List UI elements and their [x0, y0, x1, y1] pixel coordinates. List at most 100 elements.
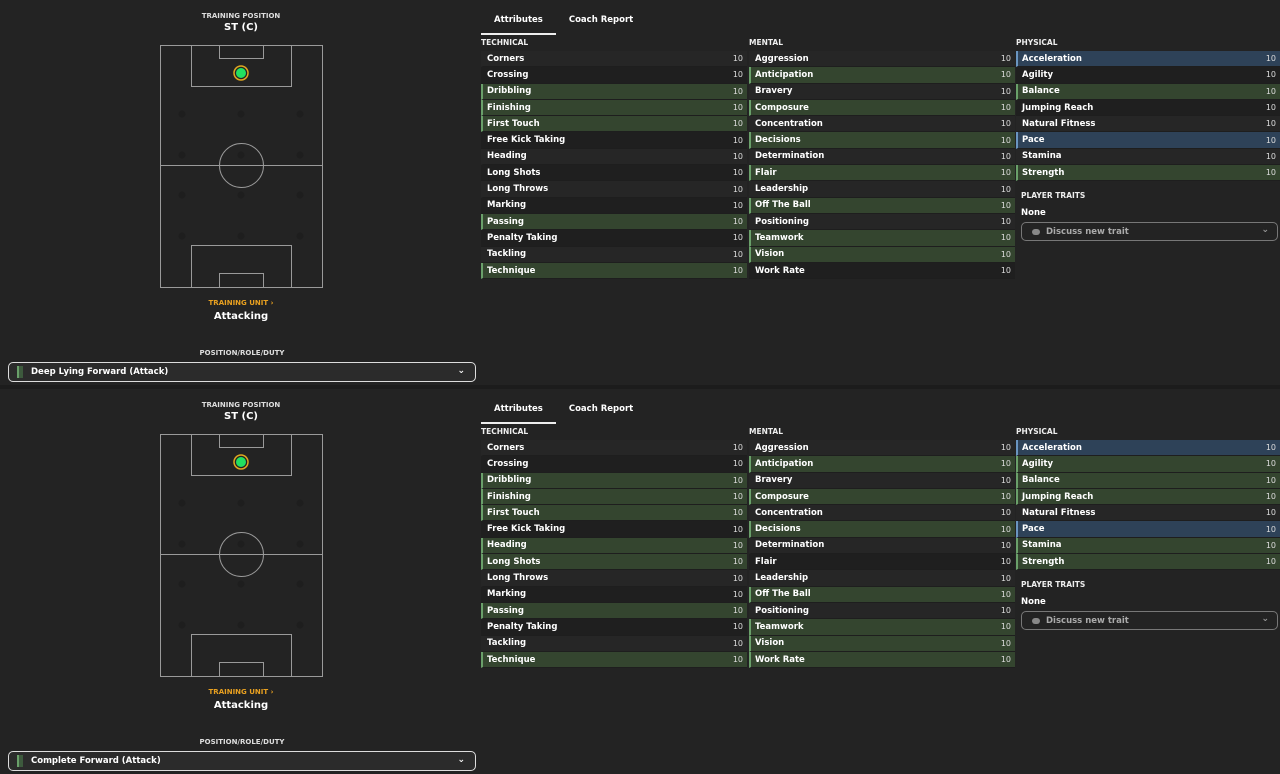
attribute-row[interactable]: Crossing 10 — [481, 67, 747, 84]
attribute-row[interactable]: Long Throws 10 — [481, 181, 747, 198]
position-slot[interactable] — [237, 232, 245, 240]
attribute-row[interactable]: Tackling 10 — [481, 635, 747, 652]
attribute-row[interactable]: Jumping Reach 10 — [1016, 99, 1280, 117]
attribute-row[interactable]: Jumping Reach 10 — [1016, 488, 1280, 506]
attribute-row[interactable]: Dribbling 10 — [481, 472, 747, 489]
attribute-row[interactable]: Pace 10 — [1016, 132, 1280, 149]
position-slot[interactable] — [296, 580, 304, 588]
attribute-row[interactable]: Pace 10 — [1016, 521, 1280, 538]
attribute-row[interactable]: Strength 10 — [1016, 165, 1280, 182]
attribute-row[interactable]: Penalty Taking 10 — [481, 619, 747, 636]
position-slot[interactable] — [237, 151, 245, 159]
position-slot[interactable] — [178, 110, 186, 118]
position-slot[interactable] — [237, 540, 245, 548]
attribute-row[interactable]: Concentration 10 — [749, 116, 1015, 133]
attribute-row[interactable]: Agility 10 — [1016, 456, 1280, 473]
role-dropdown[interactable]: Deep Lying Forward (Attack) ⌄ — [8, 362, 476, 382]
attribute-row[interactable]: Determination 10 — [749, 537, 1015, 555]
attribute-row[interactable]: Teamwork 10 — [749, 619, 1015, 636]
attribute-row[interactable]: First Touch 10 — [481, 116, 747, 133]
attribute-row[interactable]: Passing 10 — [481, 213, 747, 231]
position-slot[interactable] — [296, 540, 304, 548]
attribute-row[interactable]: Acceleration 10 — [1016, 440, 1280, 457]
attribute-row[interactable]: Decisions 10 — [749, 132, 1015, 149]
attribute-row[interactable]: Positioning 10 — [749, 213, 1015, 231]
attribute-row[interactable]: Vision 10 — [749, 635, 1015, 652]
position-slot[interactable] — [178, 499, 186, 507]
attribute-row[interactable]: Positioning 10 — [749, 602, 1015, 620]
attribute-row[interactable]: Off The Ball 10 — [749, 197, 1015, 214]
attribute-row[interactable]: Composure 10 — [749, 99, 1015, 117]
attribute-row[interactable]: Flair 10 — [749, 165, 1015, 182]
attribute-row[interactable]: Agility 10 — [1016, 67, 1280, 84]
attribute-row[interactable]: Natural Fitness 10 — [1016, 116, 1280, 133]
tab-attributes[interactable]: Attributes — [481, 8, 556, 35]
attribute-row[interactable]: Anticipation 10 — [749, 67, 1015, 84]
attribute-row[interactable]: Off The Ball 10 — [749, 586, 1015, 603]
attribute-row[interactable]: Flair 10 — [749, 554, 1015, 571]
tab-attributes[interactable]: Attributes — [481, 397, 556, 424]
attribute-row[interactable]: Balance 10 — [1016, 472, 1280, 489]
attribute-row[interactable]: Long Shots 10 — [481, 165, 747, 182]
position-slot[interactable] — [178, 232, 186, 240]
position-slot[interactable] — [296, 499, 304, 507]
attribute-row[interactable]: Marking 10 — [481, 197, 747, 214]
discuss-trait-dropdown[interactable]: Discuss new trait ⌄ — [1021, 222, 1278, 242]
attribute-row[interactable]: Decisions 10 — [749, 521, 1015, 538]
attribute-row[interactable]: Bravery 10 — [749, 472, 1015, 489]
position-slot[interactable] — [178, 621, 186, 629]
position-slot[interactable] — [296, 621, 304, 629]
attribute-row[interactable]: Long Shots 10 — [481, 554, 747, 571]
attribute-row[interactable]: First Touch 10 — [481, 505, 747, 522]
attribute-row[interactable]: Aggression 10 — [749, 440, 1015, 457]
attribute-row[interactable]: Anticipation 10 — [749, 456, 1015, 473]
role-dropdown[interactable]: Complete Forward (Attack) ⌄ — [8, 751, 476, 771]
attribute-row[interactable]: Corners 10 — [481, 51, 747, 68]
position-slot[interactable] — [237, 191, 245, 199]
selected-position-marker[interactable] — [236, 457, 246, 467]
position-slot[interactable] — [296, 232, 304, 240]
discuss-trait-dropdown[interactable]: Discuss new trait ⌄ — [1021, 611, 1278, 631]
attribute-row[interactable]: Penalty Taking 10 — [481, 230, 747, 247]
position-slot[interactable] — [237, 621, 245, 629]
attribute-row[interactable]: Bravery 10 — [749, 83, 1015, 100]
attribute-row[interactable]: Stamina 10 — [1016, 537, 1280, 555]
attribute-row[interactable]: Composure 10 — [749, 488, 1015, 506]
attribute-row[interactable]: Acceleration 10 — [1016, 51, 1280, 68]
position-slot[interactable] — [178, 151, 186, 159]
position-slot[interactable] — [237, 110, 245, 118]
attribute-row[interactable]: Technique 10 — [481, 651, 747, 669]
attribute-row[interactable]: Crossing 10 — [481, 456, 747, 473]
attribute-row[interactable]: Leadership 10 — [749, 570, 1015, 587]
attribute-row[interactable]: Marking 10 — [481, 586, 747, 603]
training-unit-link[interactable]: TRAINING UNIT › — [208, 299, 274, 307]
attribute-row[interactable]: Finishing 10 — [481, 99, 747, 117]
attribute-row[interactable]: Work Rate 10 — [749, 262, 1015, 280]
position-slot[interactable] — [178, 580, 186, 588]
position-slot[interactable] — [296, 191, 304, 199]
attribute-row[interactable]: Determination 10 — [749, 148, 1015, 166]
attribute-row[interactable]: Balance 10 — [1016, 83, 1280, 100]
attribute-row[interactable]: Stamina 10 — [1016, 148, 1280, 166]
attribute-row[interactable]: Vision 10 — [749, 246, 1015, 263]
attribute-row[interactable]: Work Rate 10 — [749, 651, 1015, 669]
attribute-row[interactable]: Concentration 10 — [749, 505, 1015, 522]
position-slot[interactable] — [296, 151, 304, 159]
position-slot[interactable] — [178, 540, 186, 548]
position-slot[interactable] — [237, 580, 245, 588]
position-slot[interactable] — [237, 499, 245, 507]
selected-position-marker[interactable] — [236, 68, 246, 78]
attribute-row[interactable]: Tackling 10 — [481, 246, 747, 263]
attribute-row[interactable]: Corners 10 — [481, 440, 747, 457]
attribute-row[interactable]: Heading 10 — [481, 537, 747, 555]
attribute-row[interactable]: Leadership 10 — [749, 181, 1015, 198]
attribute-row[interactable]: Teamwork 10 — [749, 230, 1015, 247]
attribute-row[interactable]: Finishing 10 — [481, 488, 747, 506]
position-slot[interactable] — [178, 191, 186, 199]
tab-coach-report[interactable]: Coach Report — [568, 15, 634, 25]
attribute-row[interactable]: Free Kick Taking 10 — [481, 132, 747, 149]
tab-coach-report[interactable]: Coach Report — [568, 404, 634, 414]
attribute-row[interactable]: Technique 10 — [481, 262, 747, 280]
attribute-row[interactable]: Long Throws 10 — [481, 570, 747, 587]
position-slot[interactable] — [296, 110, 304, 118]
